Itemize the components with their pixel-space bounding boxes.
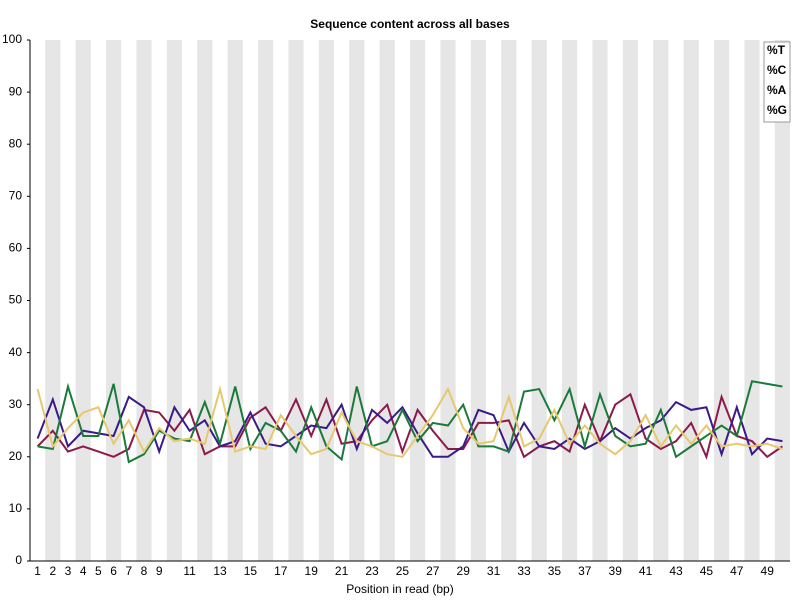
series-line	[37, 380, 783, 464]
series-line	[36, 392, 783, 460]
band	[349, 40, 365, 561]
x-tick-label: 43	[669, 564, 683, 578]
x-tick-label: 41	[639, 564, 653, 578]
band	[166, 40, 182, 561]
band	[774, 40, 790, 561]
x-tick-label: 27	[426, 564, 440, 578]
x-tick-label: 21	[335, 564, 349, 578]
y-tick-label: 40	[9, 345, 23, 359]
x-tick-label: 13	[213, 564, 227, 578]
x-tick-label: 31	[487, 564, 501, 578]
x-tick-label: 33	[517, 564, 531, 578]
x-tick-label: 23	[365, 564, 379, 578]
legend-label: %T	[767, 43, 786, 57]
band	[106, 40, 122, 561]
band	[318, 40, 334, 561]
x-tick-label: 8	[141, 564, 148, 578]
y-tick-label: 30	[9, 397, 23, 411]
x-tick-label: 4	[80, 564, 87, 578]
x-tick-label: 3	[65, 564, 72, 578]
y-tick-label: 0	[15, 553, 22, 567]
band	[501, 40, 517, 561]
band	[136, 40, 152, 561]
x-tick-label: 6	[110, 564, 117, 578]
band	[440, 40, 456, 561]
legend: %T %C %A %G	[763, 41, 791, 123]
series-line	[36, 385, 783, 458]
y-tick-label: 70	[9, 188, 23, 202]
x-tick-label: 15	[244, 564, 258, 578]
band	[744, 40, 760, 561]
band	[653, 40, 669, 561]
band	[379, 40, 395, 561]
x-tick-label: 25	[396, 564, 410, 578]
band	[531, 40, 547, 561]
x-tick-label: 9	[156, 564, 163, 578]
band	[622, 40, 638, 561]
band	[714, 40, 730, 561]
band	[683, 40, 699, 561]
y-tick-label: 90	[9, 84, 23, 98]
band	[197, 40, 213, 561]
series-line	[36, 395, 783, 458]
band	[45, 40, 61, 561]
y-tick-label: 10	[9, 501, 23, 515]
band	[227, 40, 243, 561]
band	[470, 40, 486, 561]
x-axis-label: Position in read (bp)	[346, 582, 453, 596]
x-tick-label: 29	[457, 564, 471, 578]
y-tick-label: 80	[9, 136, 23, 150]
x-tick-label: 17	[274, 564, 288, 578]
legend-box	[763, 41, 791, 123]
y-tick-label: 20	[9, 449, 23, 463]
legend-label: %G	[767, 103, 787, 117]
x-tick-label: 5	[95, 564, 102, 578]
band	[592, 40, 608, 561]
x-tick-label: 7	[125, 564, 132, 578]
chart-title: Sequence content across all bases	[310, 17, 510, 31]
band	[258, 40, 274, 561]
x-tick-label: 47	[730, 564, 744, 578]
legend-label: %A	[767, 83, 787, 97]
legend-label: %C	[767, 63, 787, 77]
y-tick-label: 60	[9, 241, 23, 255]
x-tick-label: 37	[578, 564, 592, 578]
x-tick-label: 1	[34, 564, 41, 578]
x-tick-label: 45	[700, 564, 714, 578]
x-tick-label: 2	[49, 564, 56, 578]
x-tick-label: 49	[761, 564, 775, 578]
x-tick-label: 19	[305, 564, 319, 578]
x-tick-label: 11	[183, 564, 196, 578]
y-tick-label: 100	[2, 32, 22, 46]
x-tick-label: 35	[548, 564, 562, 578]
band	[75, 40, 91, 561]
band	[562, 40, 578, 561]
y-tick-label: 50	[9, 293, 23, 307]
x-tick-label: 39	[609, 564, 623, 578]
band	[410, 40, 426, 561]
band	[288, 40, 304, 561]
